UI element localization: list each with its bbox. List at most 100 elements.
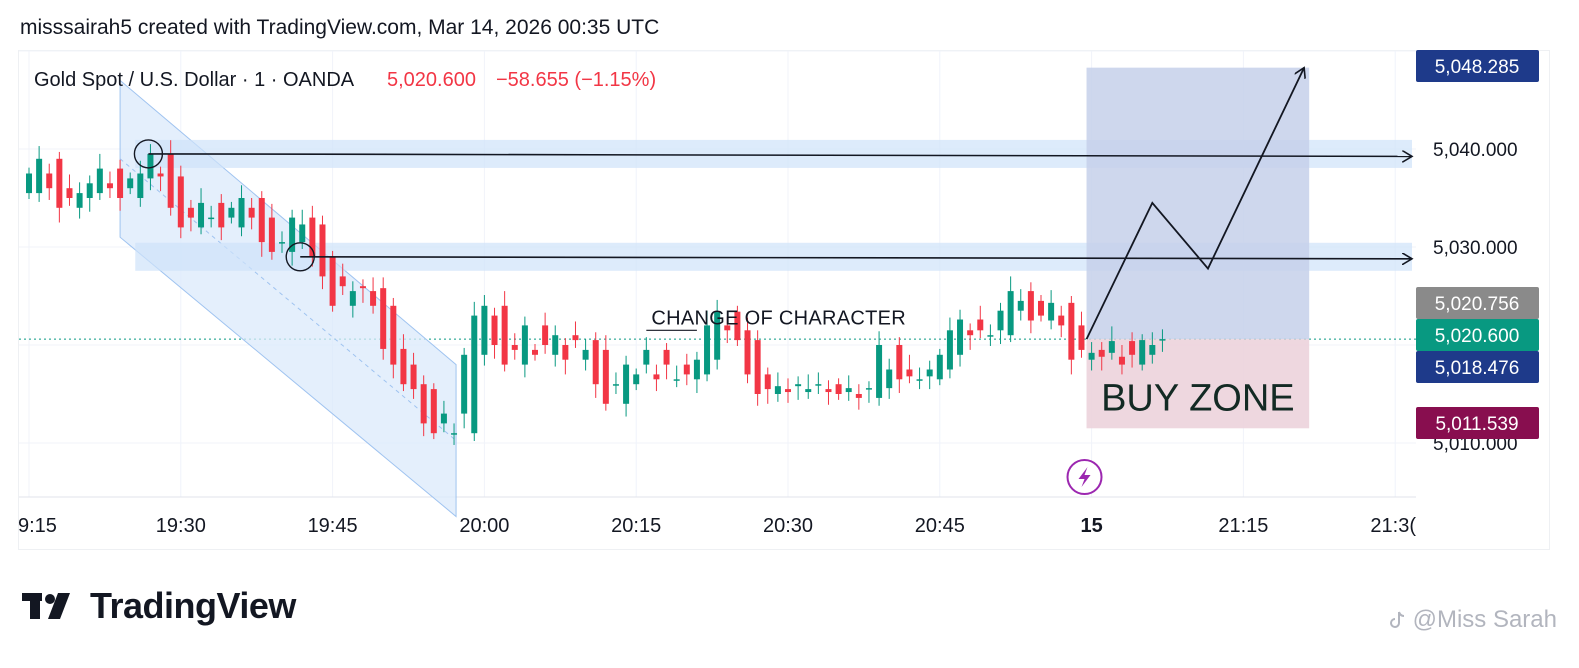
candle-body	[532, 349, 538, 355]
candle-body	[228, 207, 235, 218]
candle	[876, 331, 883, 406]
candle	[410, 352, 417, 399]
legend-symbol: Gold Spot / U.S. Dollar · 1 · OANDA	[34, 69, 355, 91]
candle-body	[785, 389, 791, 393]
candle	[704, 310, 711, 382]
candle-body	[1048, 302, 1055, 321]
candle	[258, 191, 265, 257]
price-axis-label: 5,040.000	[1433, 140, 1518, 161]
candle-body	[218, 202, 225, 228]
candle-body	[491, 315, 498, 345]
candle	[380, 277, 387, 360]
candle	[633, 368, 640, 391]
candle	[66, 174, 73, 206]
candle	[238, 185, 245, 237]
candle-body	[602, 349, 609, 404]
candle-body	[1149, 345, 1156, 355]
candle	[319, 215, 326, 290]
resistance-arrow	[300, 257, 1412, 259]
price-chart[interactable]: BUY ZONE CHANGE OF CHARACTER 5,040.0005,…	[0, 0, 1579, 580]
time-axis-label: 20:15	[611, 515, 661, 537]
candle-body	[501, 305, 508, 365]
candle-body	[1017, 300, 1024, 311]
candle-body	[258, 198, 265, 243]
candle	[430, 383, 437, 440]
candle	[612, 372, 619, 394]
candle-body	[744, 330, 751, 375]
candle	[552, 325, 559, 367]
candle-body	[1088, 352, 1095, 360]
candle	[643, 337, 650, 374]
candle-body	[1068, 302, 1075, 360]
candle	[865, 381, 872, 403]
candle-body	[896, 345, 903, 380]
candle	[916, 367, 923, 390]
candle-body	[774, 386, 781, 394]
candle	[1098, 342, 1105, 371]
candle-body	[268, 217, 275, 252]
flash-icon-bolt	[1078, 467, 1091, 487]
time-axis-label: 19:30	[156, 515, 206, 537]
candle-body	[451, 433, 458, 435]
candle	[511, 333, 518, 360]
candle-body	[36, 158, 43, 194]
candle-body	[1058, 315, 1065, 326]
candle-body	[552, 335, 559, 355]
candle-body	[825, 389, 832, 393]
price-axis-label-hidden: 5,010.000	[1433, 434, 1518, 455]
candle	[825, 380, 832, 405]
channel-midline	[119, 158, 457, 441]
candle	[106, 171, 113, 198]
candle	[501, 291, 508, 372]
candle-body	[299, 224, 306, 243]
price-tag: 5,048.285	[1416, 50, 1539, 82]
tradingview-logo-icon	[22, 593, 70, 619]
price-tag-bg	[1416, 407, 1539, 439]
candle	[785, 378, 791, 403]
candle	[471, 301, 478, 442]
candle	[774, 372, 781, 402]
tradingview-brand[interactable]: TradingView	[22, 585, 296, 627]
candle-body	[1078, 325, 1085, 350]
swing-circle	[133, 139, 164, 169]
candle	[56, 151, 63, 223]
candle	[1159, 329, 1166, 352]
candle	[370, 277, 377, 314]
candle	[977, 305, 984, 339]
candle	[1048, 290, 1055, 330]
candle	[1129, 332, 1136, 368]
candle	[36, 146, 43, 202]
price-axis: 5,040.000 5,030.000 5,010.000 5,048.285 5,02…	[1416, 50, 1539, 455]
candle	[926, 360, 933, 390]
candle	[542, 312, 549, 354]
candle-body	[157, 173, 164, 177]
candle-body	[683, 364, 690, 375]
candle	[744, 317, 751, 384]
candle-body	[46, 173, 53, 189]
candle-body	[410, 364, 417, 390]
time-axis-label: 21:15	[1218, 515, 1268, 537]
candle-body	[127, 178, 134, 189]
candle-body	[66, 188, 73, 198]
candle	[1118, 345, 1125, 375]
candle-body	[117, 168, 124, 198]
candle	[248, 198, 255, 230]
candle-body	[400, 348, 407, 385]
candle	[359, 279, 366, 303]
candle-body	[511, 345, 518, 350]
candle-body	[815, 384, 822, 386]
candle-body	[1007, 291, 1014, 336]
time-axis-label: 19:45	[308, 515, 358, 537]
candle-body	[238, 198, 245, 228]
candle	[957, 309, 964, 367]
candle	[1108, 326, 1115, 360]
candle-body	[936, 354, 943, 380]
price-axis-label: 5,030.000	[1433, 238, 1518, 259]
candle-body	[562, 345, 569, 360]
candle-body	[612, 384, 619, 386]
candle	[1017, 289, 1024, 321]
price-tag-bg	[1416, 351, 1539, 383]
time-axis-label: 20:45	[915, 515, 965, 537]
candle-body	[248, 207, 255, 218]
candle-body	[865, 388, 872, 390]
